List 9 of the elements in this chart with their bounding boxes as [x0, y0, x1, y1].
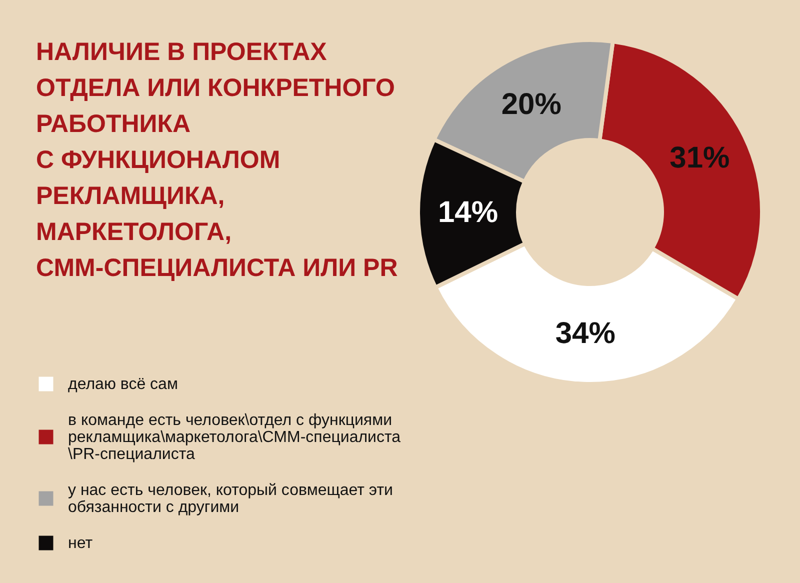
- text: НАЛИЧИЕ В ПРОЕКТАХ ОТДЕЛА ИЛИ КОНКРЕТНОГО РАБОТНИКА С ФУНКЦИОНАЛОМ РЕКЛАМЩИКА, МАРКЕТОЛОГА, СММ-СПЕЦИАЛИСТА ИЛИ PR: [36, 38, 398, 282]
- data-label: 20%: [501, 88, 562, 122]
- legend-label: у нас есть человек, который совмещает эти обязанности с другими: [68, 482, 393, 516]
- legend-label: в команде есть человек\отдел с функциями рекламщика\маркетолога\СММ-специалиста \PR-специалиста: [68, 412, 401, 463]
- data-label: 31%: [670, 142, 730, 175]
- legend-label: нет: [68, 535, 94, 552]
- data-label: 34%: [555, 316, 616, 350]
- data-label: 14%: [438, 196, 498, 230]
- legend-label: делаю всё сам: [68, 376, 178, 393]
